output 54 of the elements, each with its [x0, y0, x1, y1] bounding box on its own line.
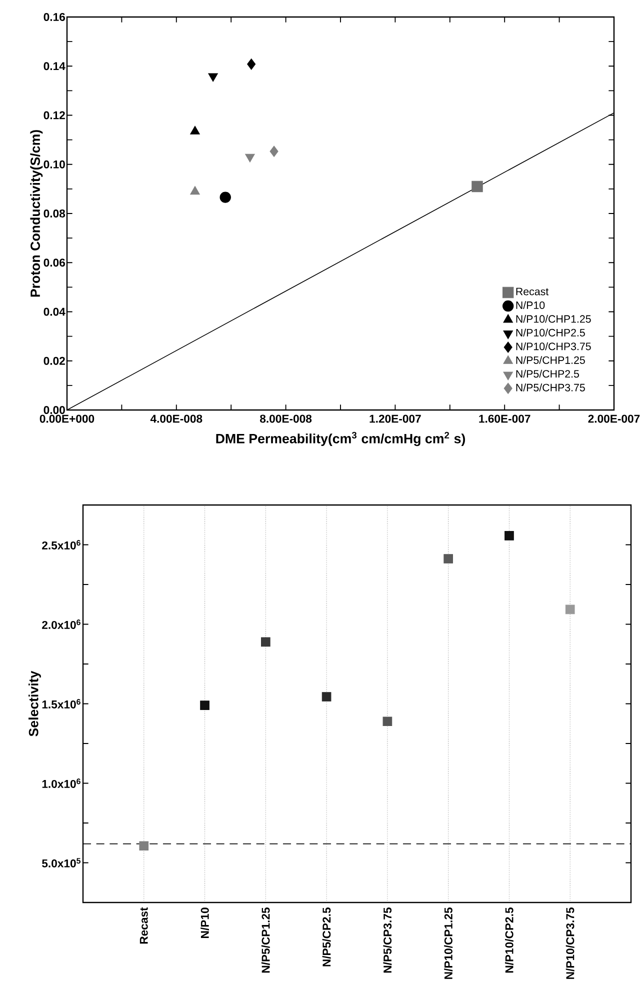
legend-label: N/P5/CHP1.25: [516, 356, 585, 364]
x-tick-label: 1.20E-007: [370, 414, 421, 423]
x-tick-label: N/P10/CP1.25: [444, 908, 453, 979]
x-axis-title: DME Permeability(cm$^{3}$ cm/cmHg cm$^{2}$ s): [216, 432, 465, 446]
point: [208, 73, 218, 82]
legend-label: N/P10/CHP1.25: [516, 314, 591, 323]
y-tick-label: 0.04: [44, 308, 66, 316]
point: [139, 841, 149, 851]
y-tick-label: 0.10: [44, 160, 65, 168]
point: [270, 146, 278, 157]
y-tick-label: 2.5x10$^{6}$: [42, 540, 80, 550]
legend-label: N/P5/CHP2.5: [516, 370, 579, 378]
point: [382, 716, 392, 726]
y-tick-label: 0.06: [44, 258, 65, 267]
y-tick-label: 0.14: [44, 62, 66, 70]
point: [247, 58, 256, 70]
y-tick-label: 2.0x10$^{6}$: [42, 620, 80, 629]
point: [444, 554, 453, 564]
y-axis-title: Selectivity: [28, 670, 41, 736]
x-tick-label: Recast: [140, 907, 148, 944]
y-tick-label: 0.08: [44, 209, 66, 218]
legend-label: N/P5/CHP3.75: [516, 384, 585, 392]
legend-label: Recast: [516, 288, 549, 296]
point: [504, 531, 514, 540]
x-tick-label: 0.00E+000: [40, 414, 94, 423]
x-tick-label: N/P5/CP3.75: [383, 908, 392, 973]
x-tick-label: 8.00E-008: [260, 414, 312, 423]
point: [322, 692, 332, 702]
point: [260, 637, 270, 647]
point: [220, 192, 231, 203]
y-axis-title: Proton Conductivity(S/cm): [30, 130, 43, 297]
y-tick-label: 0.00: [44, 406, 65, 414]
point: [190, 186, 200, 195]
x-tick-label: 4.00E-008: [150, 414, 202, 423]
x-tick-label: N/P5/CP1.25: [261, 908, 270, 973]
x-tick-label: N/P5/CP2.5: [322, 908, 331, 966]
y-tick-label: 0.16: [44, 12, 65, 22]
point: [472, 180, 483, 192]
y-tick-label: 0.12: [44, 111, 65, 120]
x-tick-label: 1.60E-007: [479, 414, 530, 423]
y-tick-label: 5.0x10$^{5}$: [42, 858, 80, 868]
x-tick-label: N/P10/CP2.5: [504, 908, 514, 973]
legend-label: N/P10/CHP2.5: [516, 328, 585, 336]
x-tick-label: N/P10: [200, 908, 209, 938]
y-tick-label: 0.02: [44, 356, 65, 365]
y-tick-label: 1.0x10$^{6}$: [42, 778, 80, 788]
point: [245, 154, 255, 162]
legend-label: N/P10/CHP3.75: [516, 342, 591, 350]
point: [200, 700, 210, 710]
y-tick-label: 1.5x10$^{6}$: [42, 699, 80, 708]
x-tick-label: N/P10/CP3.75: [566, 908, 574, 979]
point: [565, 604, 575, 614]
legend-label: N/P10: [516, 301, 545, 310]
x-tick-label: 2.00E-007: [588, 414, 640, 423]
